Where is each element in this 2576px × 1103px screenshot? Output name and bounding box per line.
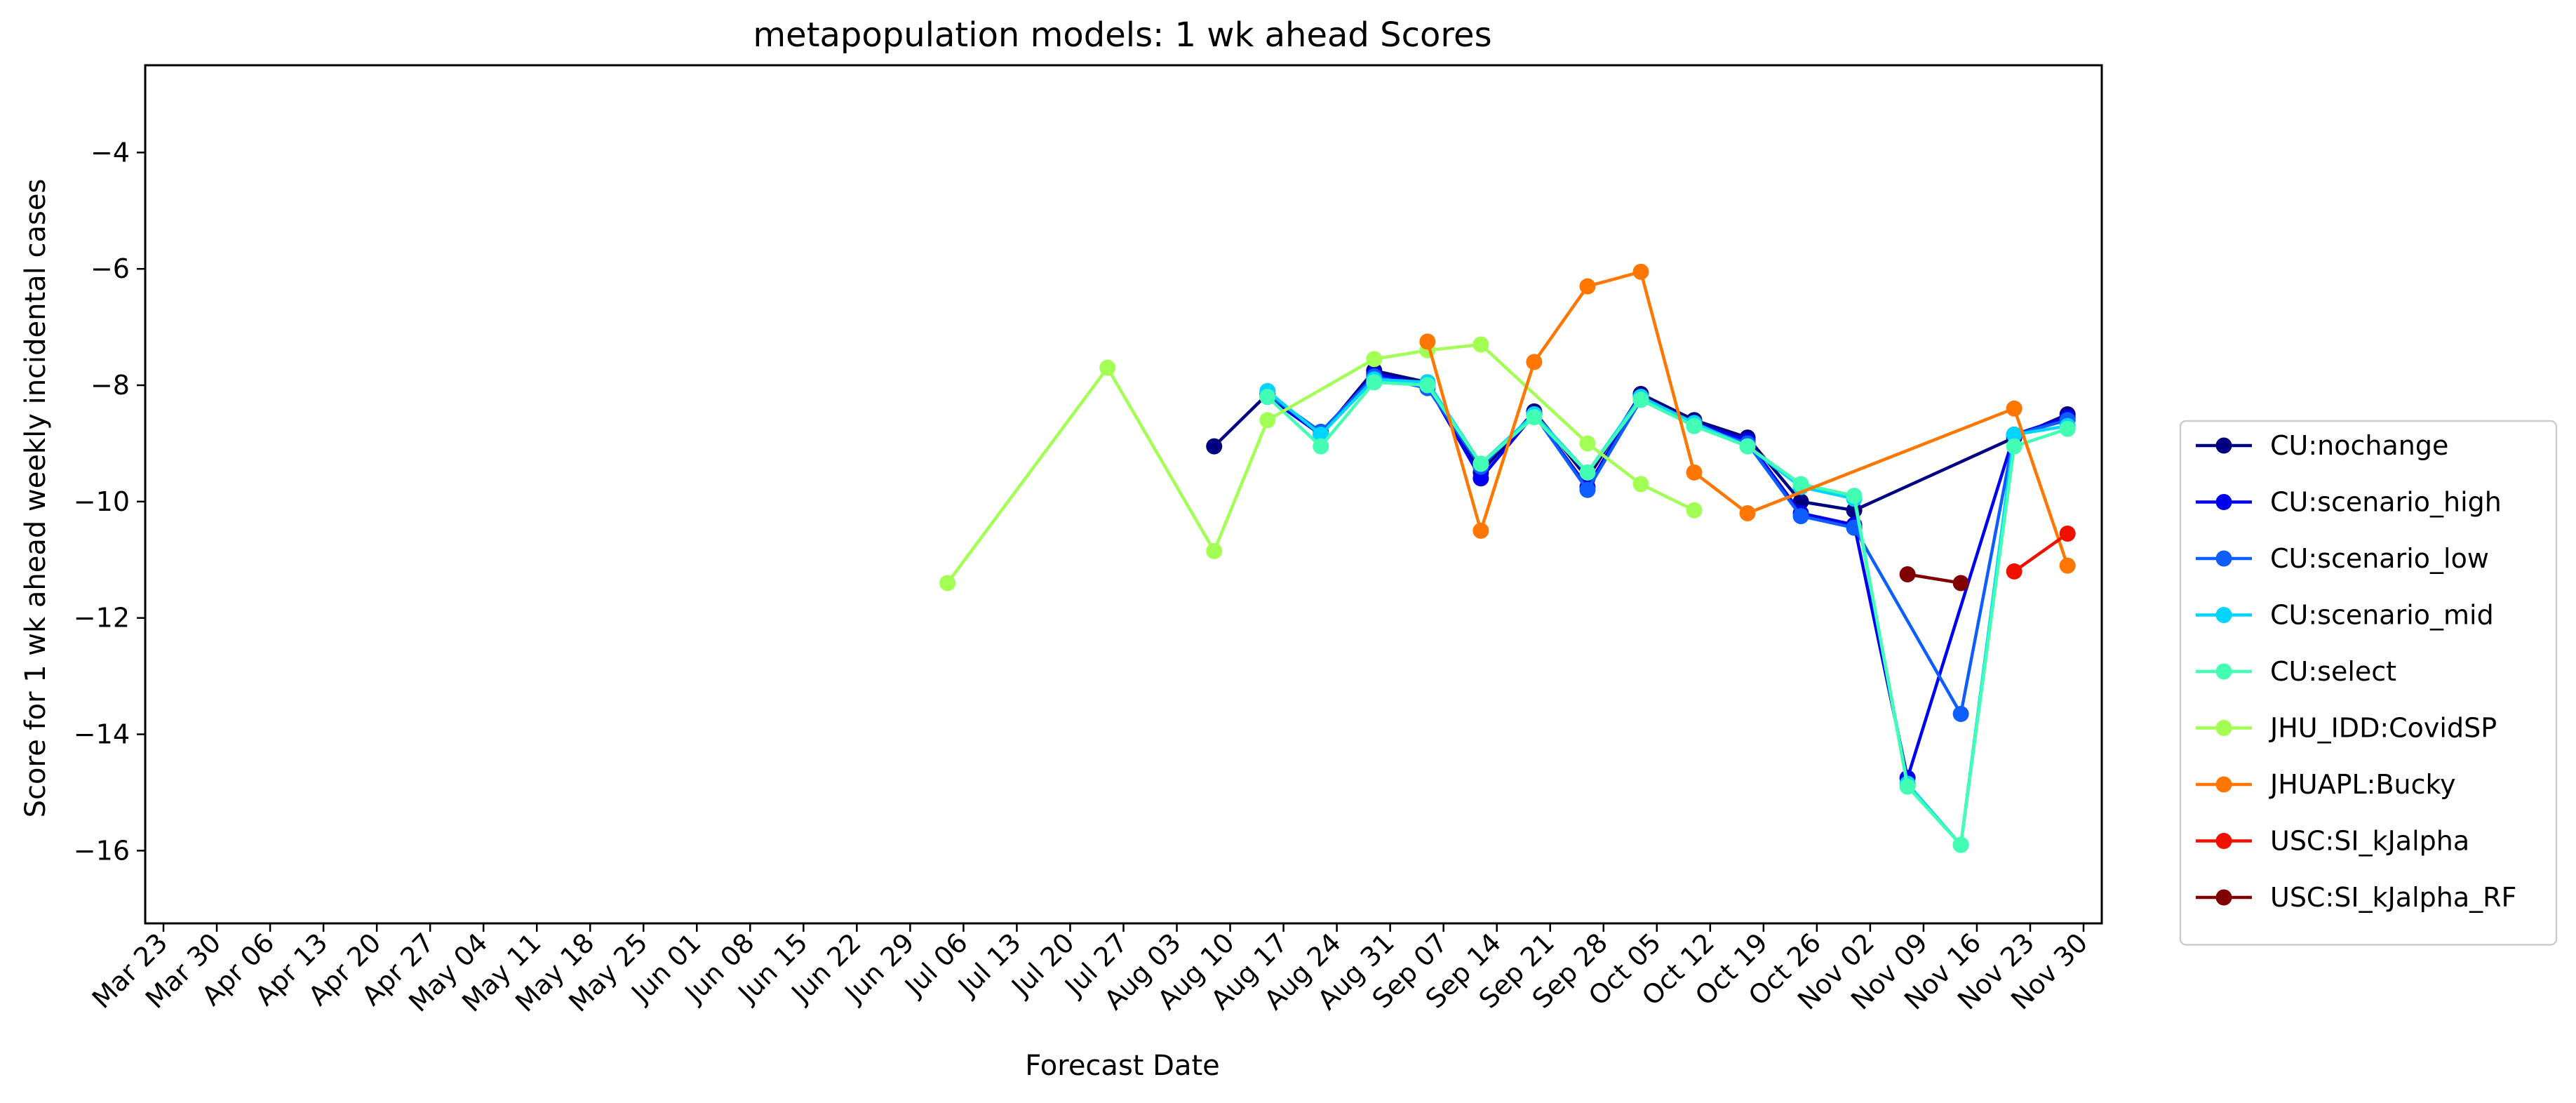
data-point xyxy=(1099,359,1116,376)
data-point xyxy=(1473,470,1489,487)
data-point xyxy=(1366,351,1383,368)
data-point xyxy=(2006,438,2022,455)
legend: CU:nochange CU:scenario_high CU:scenario_l… xyxy=(2179,420,2558,946)
data-point xyxy=(1313,438,1329,455)
data-point xyxy=(1206,542,1223,559)
data-point xyxy=(1952,836,1969,853)
series-cu-scenario-low xyxy=(1259,368,2076,723)
series-line xyxy=(1266,375,2068,716)
legend-label: USC:SI_kJalpha_RF xyxy=(2270,882,2516,913)
legend-swatch-marker xyxy=(2215,437,2232,454)
data-point xyxy=(1526,354,1543,370)
data-point xyxy=(1686,464,1703,481)
series-jhuapl-bucky xyxy=(1419,263,2076,574)
data-point xyxy=(1792,508,1809,525)
data-point xyxy=(1899,566,1916,583)
x-axis-title: Forecast Date xyxy=(1025,1050,1220,1082)
data-point xyxy=(2059,557,2076,574)
legend-label: JHUAPL:Bucky xyxy=(2269,769,2456,800)
data-point xyxy=(1739,504,1756,521)
legend-label: CU:nochange xyxy=(2270,430,2448,461)
series-line xyxy=(1266,380,2068,847)
data-point xyxy=(1632,476,1649,493)
series-cu-nochange xyxy=(1206,362,2076,519)
plot-frame xyxy=(144,64,2103,925)
series-cu-scenario-high xyxy=(1259,365,2076,787)
data-point xyxy=(1579,464,1596,481)
data-point xyxy=(1739,438,1756,455)
y-axis-title: Score for 1 wk ahead weekly incidental c… xyxy=(20,179,52,818)
legend-label: CU:scenario_low xyxy=(2270,543,2489,574)
series-line xyxy=(1425,270,2069,566)
series-usc-si-kjalpha xyxy=(2006,525,2076,580)
data-point xyxy=(1632,263,1649,280)
series-cu-select xyxy=(1259,374,2076,853)
series-line xyxy=(1907,573,1961,585)
data-point xyxy=(2006,427,2022,443)
y-tick-label: −16 xyxy=(74,835,130,866)
data-point xyxy=(1899,778,1916,795)
data-point xyxy=(939,575,956,591)
series-jhu-idd-covidsp xyxy=(939,336,1703,591)
legend-box xyxy=(2179,420,2558,946)
legend-swatch-marker xyxy=(2215,494,2232,510)
y-tick-label: −12 xyxy=(74,603,130,634)
data-point xyxy=(1632,392,1649,408)
y-tick-label: −4 xyxy=(90,137,130,168)
chart-title: metapopulation models: 1 wk ahead Scores xyxy=(753,15,1491,55)
data-point xyxy=(1526,409,1543,426)
legend-swatch-marker xyxy=(2215,889,2232,906)
legend-swatch-marker xyxy=(2215,550,2232,567)
y-tick-label: −10 xyxy=(74,486,130,517)
data-point xyxy=(2059,525,2076,542)
data-point xyxy=(1846,488,1863,504)
legend-label: JHU_IDD:CovidSP xyxy=(2269,713,2497,744)
series-line xyxy=(946,342,1695,584)
legend-swatch-marker xyxy=(2215,776,2232,793)
data-point xyxy=(1952,575,1969,591)
series-line xyxy=(1266,377,2068,847)
data-point xyxy=(2006,563,2022,580)
legend-label: CU:scenario_mid xyxy=(2270,600,2494,631)
data-point xyxy=(1473,455,1489,472)
y-tick-label: −14 xyxy=(74,719,130,750)
legend-label: CU:scenario_high xyxy=(2270,487,2502,518)
data-point xyxy=(1419,333,1436,350)
data-point xyxy=(1366,374,1383,391)
data-point xyxy=(2059,420,2076,437)
data-point xyxy=(1579,481,1596,498)
data-point xyxy=(1259,412,1276,429)
series-cu-scenario-mid xyxy=(1259,371,2076,853)
y-tick-label: −6 xyxy=(90,253,130,284)
y-tick-label: −8 xyxy=(90,370,130,401)
legend-label: USC:SI_kJalpha xyxy=(2270,826,2469,857)
data-point xyxy=(1259,389,1276,406)
legend-swatch-marker xyxy=(2215,720,2232,736)
data-point xyxy=(1313,427,1329,443)
series-line xyxy=(2013,532,2069,573)
data-point xyxy=(1686,502,1703,519)
series-usc-si-kjalpha-rf xyxy=(1899,566,1969,591)
data-point xyxy=(2006,400,2022,417)
data-point xyxy=(1579,435,1596,452)
legend-swatch-marker xyxy=(2215,607,2232,623)
data-point xyxy=(1419,377,1436,394)
data-point xyxy=(1473,336,1489,353)
data-point xyxy=(1686,417,1703,434)
data-point xyxy=(1473,522,1489,539)
data-point xyxy=(1579,278,1596,295)
legend-label: CU:select xyxy=(2270,656,2396,687)
data-point xyxy=(1952,706,1969,723)
data-point xyxy=(1792,476,1809,493)
data-point xyxy=(1206,438,1223,455)
legend-swatch-marker xyxy=(2215,663,2232,680)
legend-swatch-marker xyxy=(2215,833,2232,849)
